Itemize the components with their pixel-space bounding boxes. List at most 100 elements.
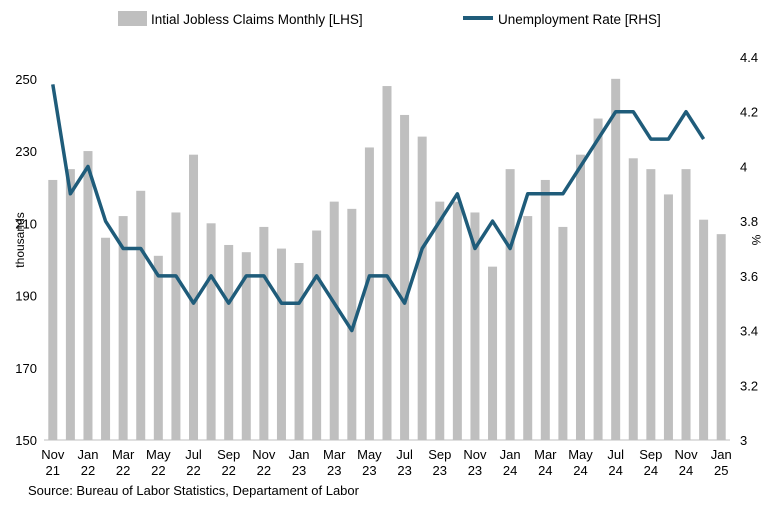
x-tick-label-year: 23 [362, 463, 376, 478]
x-tick-label-month: Jan [500, 447, 521, 462]
bar-12 [259, 226, 269, 440]
x-tick-label-year: 23 [468, 463, 482, 478]
bar-23 [452, 201, 462, 440]
bar-34 [646, 169, 656, 440]
x-tick-label-year: 21 [46, 463, 60, 478]
x-tick-label-month: Mar [112, 447, 135, 462]
left-tick-label: 230 [15, 144, 37, 159]
x-tick-label-month: Jul [185, 447, 202, 462]
legend-bar-label: Intial Jobless Claims Monthly [LHS] [151, 12, 363, 27]
x-tick-label-month: Nov [41, 447, 65, 462]
bar-0 [48, 179, 58, 440]
legend-line-label: Unemployment Rate [RHS] [498, 12, 661, 27]
right-axis: 3 3.2 3.4 3.6 3.8 4 4.2 4.4 [740, 50, 758, 448]
bar-1 [65, 169, 75, 440]
x-tick-label-month: Sep [428, 447, 451, 462]
right-tick-label: 3.4 [740, 324, 758, 339]
unemployment-rate-line [51, 84, 706, 333]
x-tick-label-year: 23 [433, 463, 447, 478]
right-tick-label: 4.4 [740, 50, 758, 65]
bar-14 [294, 263, 304, 440]
left-tick-label: 190 [15, 289, 37, 304]
bar-37 [699, 219, 709, 440]
bar-31 [593, 118, 603, 440]
x-tick-label-month: Jul [607, 447, 624, 462]
bar-11 [241, 252, 251, 440]
line-layer [51, 84, 706, 333]
left-tick-label: 210 [15, 216, 37, 231]
legend: Intial Jobless Claims Monthly [LHS] Unem… [118, 11, 661, 27]
left-tick-label: 170 [15, 361, 37, 376]
bar-16 [329, 201, 339, 440]
bar-30 [575, 154, 585, 440]
x-tick-label-year: 24 [644, 463, 658, 478]
bar-32 [611, 78, 621, 440]
right-tick-label: 3 [740, 433, 747, 448]
x-tick-label-year: 22 [186, 463, 200, 478]
bar-21 [417, 136, 427, 440]
x-tick-label-month: Jan [711, 447, 732, 462]
right-axis-title: % [749, 235, 763, 246]
bar-6 [153, 255, 163, 440]
x-tick-label-year: 23 [397, 463, 411, 478]
bar-3 [101, 237, 111, 440]
bar-7 [171, 212, 181, 440]
x-tick-label-month: May [568, 447, 593, 462]
bar-27 [523, 216, 533, 440]
bar-4 [118, 216, 128, 440]
bar-35 [663, 194, 673, 440]
bar-33 [628, 158, 638, 441]
x-tick-label-month: May [357, 447, 382, 462]
x-tick-label-month: Sep [217, 447, 240, 462]
x-tick-label-year: 24 [503, 463, 517, 478]
right-tick-label: 4 [740, 159, 747, 174]
x-tick-label-month: Jul [396, 447, 413, 462]
x-tick-label-year: 24 [679, 463, 693, 478]
bar-20 [400, 114, 410, 440]
bar-38 [716, 234, 726, 440]
x-tick-label-year: 23 [327, 463, 341, 478]
bar-15 [312, 230, 322, 440]
x-tick-label-year: 24 [538, 463, 552, 478]
x-tick-label-year: 22 [257, 463, 271, 478]
bar-36 [681, 169, 691, 440]
bar-22 [435, 201, 445, 440]
x-axis: Nov21Jan22Mar22May22Jul22Sep22Nov22Jan23… [41, 447, 731, 478]
x-tick-label-year: 22 [81, 463, 95, 478]
right-tick-label: 3.8 [740, 214, 758, 229]
x-tick-label-month: May [146, 447, 171, 462]
left-axis-title: thousands [13, 212, 27, 267]
x-tick-label-year: 22 [221, 463, 235, 478]
bar-18 [364, 147, 374, 440]
bar-29 [558, 226, 568, 440]
bar-24 [470, 212, 480, 440]
bar-13 [276, 248, 286, 440]
right-tick-label: 4.2 [740, 105, 758, 120]
x-tick-label-month: Sep [639, 447, 662, 462]
x-tick-label-month: Nov [252, 447, 276, 462]
bar-9 [206, 223, 216, 440]
bar-17 [347, 208, 357, 440]
left-axis: 150 170 190 210 230 250 [15, 72, 37, 448]
x-tick-label-year: 25 [714, 463, 728, 478]
x-tick-label-year: 22 [116, 463, 130, 478]
x-tick-label-month: Mar [534, 447, 557, 462]
x-tick-label-month: Nov [674, 447, 698, 462]
x-tick-label-year: 23 [292, 463, 306, 478]
right-tick-label: 3.2 [740, 378, 758, 393]
bar-25 [488, 266, 498, 440]
x-tick-label-month: Nov [463, 447, 487, 462]
bar-28 [540, 179, 550, 440]
x-tick-label-month: Mar [323, 447, 346, 462]
bar-2 [83, 151, 93, 440]
left-tick-label: 150 [15, 433, 37, 448]
legend-bar-swatch [118, 11, 147, 26]
bar-10 [224, 244, 234, 440]
source-note: Source: Bureau of Labor Statistics, Depa… [28, 483, 359, 498]
x-tick-label-month: Jan [289, 447, 310, 462]
x-tick-label-year: 24 [573, 463, 587, 478]
bar-26 [505, 169, 515, 440]
bars-layer [48, 78, 726, 441]
x-tick-label-year: 22 [151, 463, 165, 478]
